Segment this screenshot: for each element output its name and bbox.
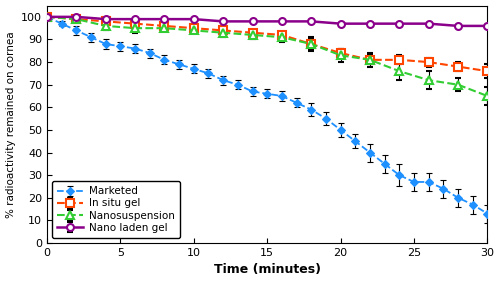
Y-axis label: % radioactivity remained on cornea: % radioactivity remained on cornea — [6, 31, 16, 218]
X-axis label: Time (minutes): Time (minutes) — [214, 263, 320, 276]
Legend: Marketed, In situ gel, Nanosuspension, Nano laden gel: Marketed, In situ gel, Nanosuspension, N… — [52, 181, 180, 238]
